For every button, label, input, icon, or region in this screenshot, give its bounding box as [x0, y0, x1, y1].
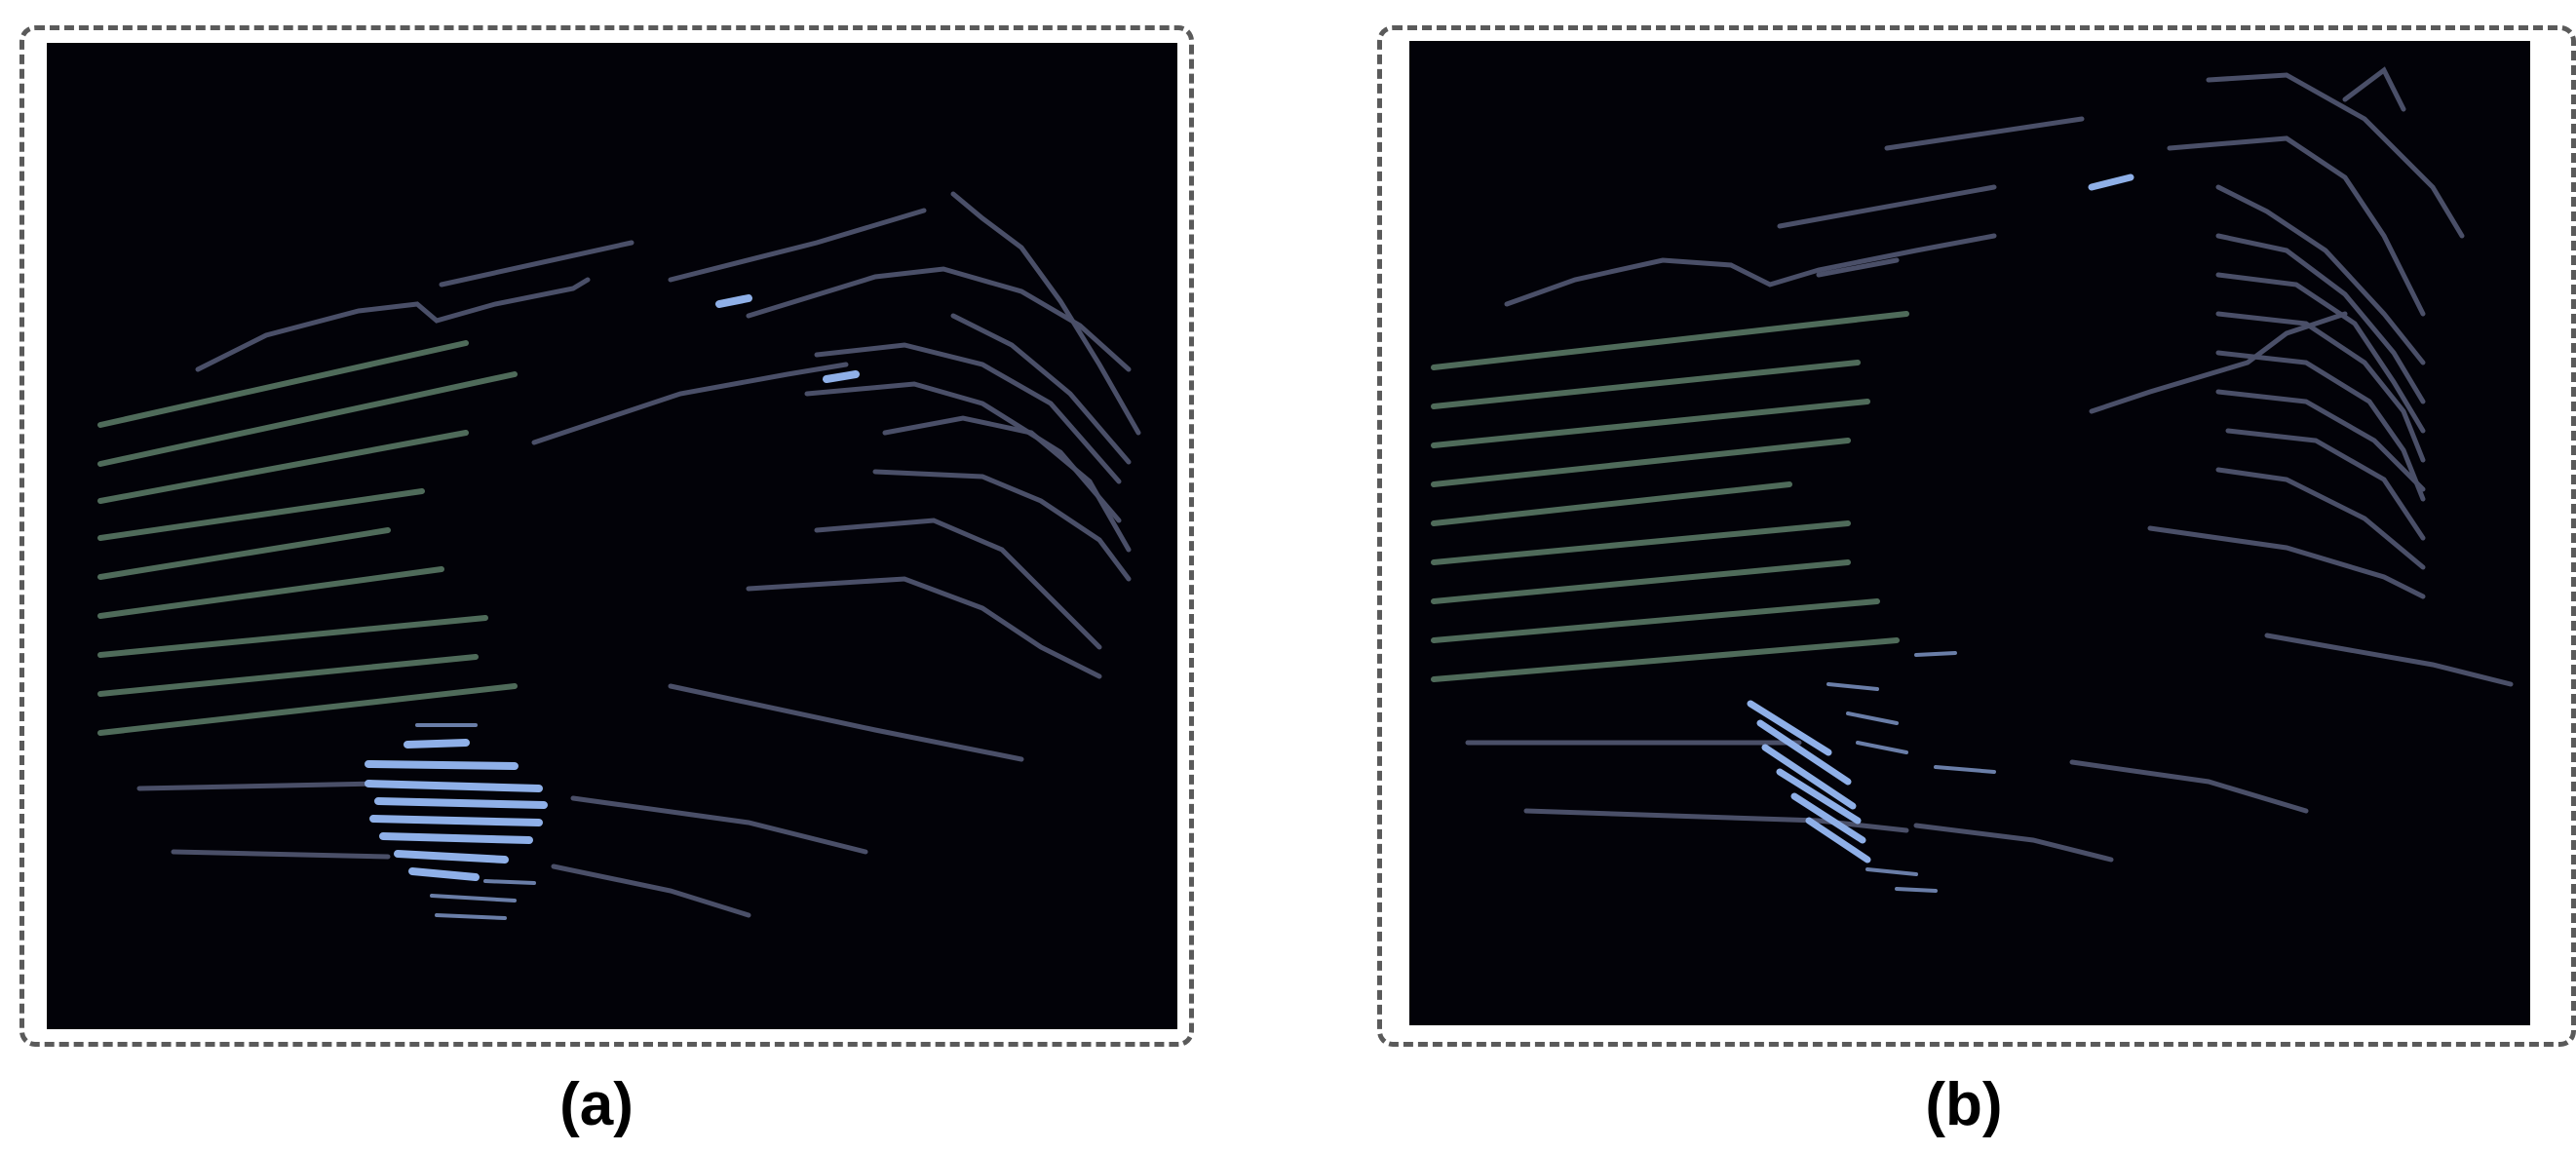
panel-b-frame: [1377, 25, 2576, 1047]
caption-a: (a): [559, 1071, 634, 1138]
point-cloud-b: [1431, 66, 2514, 893]
building-lines-b: [1465, 66, 2514, 863]
scatter-points-a: [415, 723, 536, 920]
building-lines-a: [136, 191, 1141, 918]
object-points-a: [365, 294, 860, 881]
ground-rings-b: [1431, 311, 1909, 682]
object-points-b: [1747, 173, 2134, 864]
caption-b: (b): [1925, 1071, 2003, 1138]
ground-rings-a: [97, 340, 518, 736]
panel-a-frame: [19, 25, 1194, 1047]
point-cloud-a: [97, 191, 1141, 920]
lidar-scan-image-a: [47, 43, 1177, 1029]
scatter-points-b: [1826, 651, 1996, 893]
lidar-scan-image-b: [1409, 41, 2530, 1025]
